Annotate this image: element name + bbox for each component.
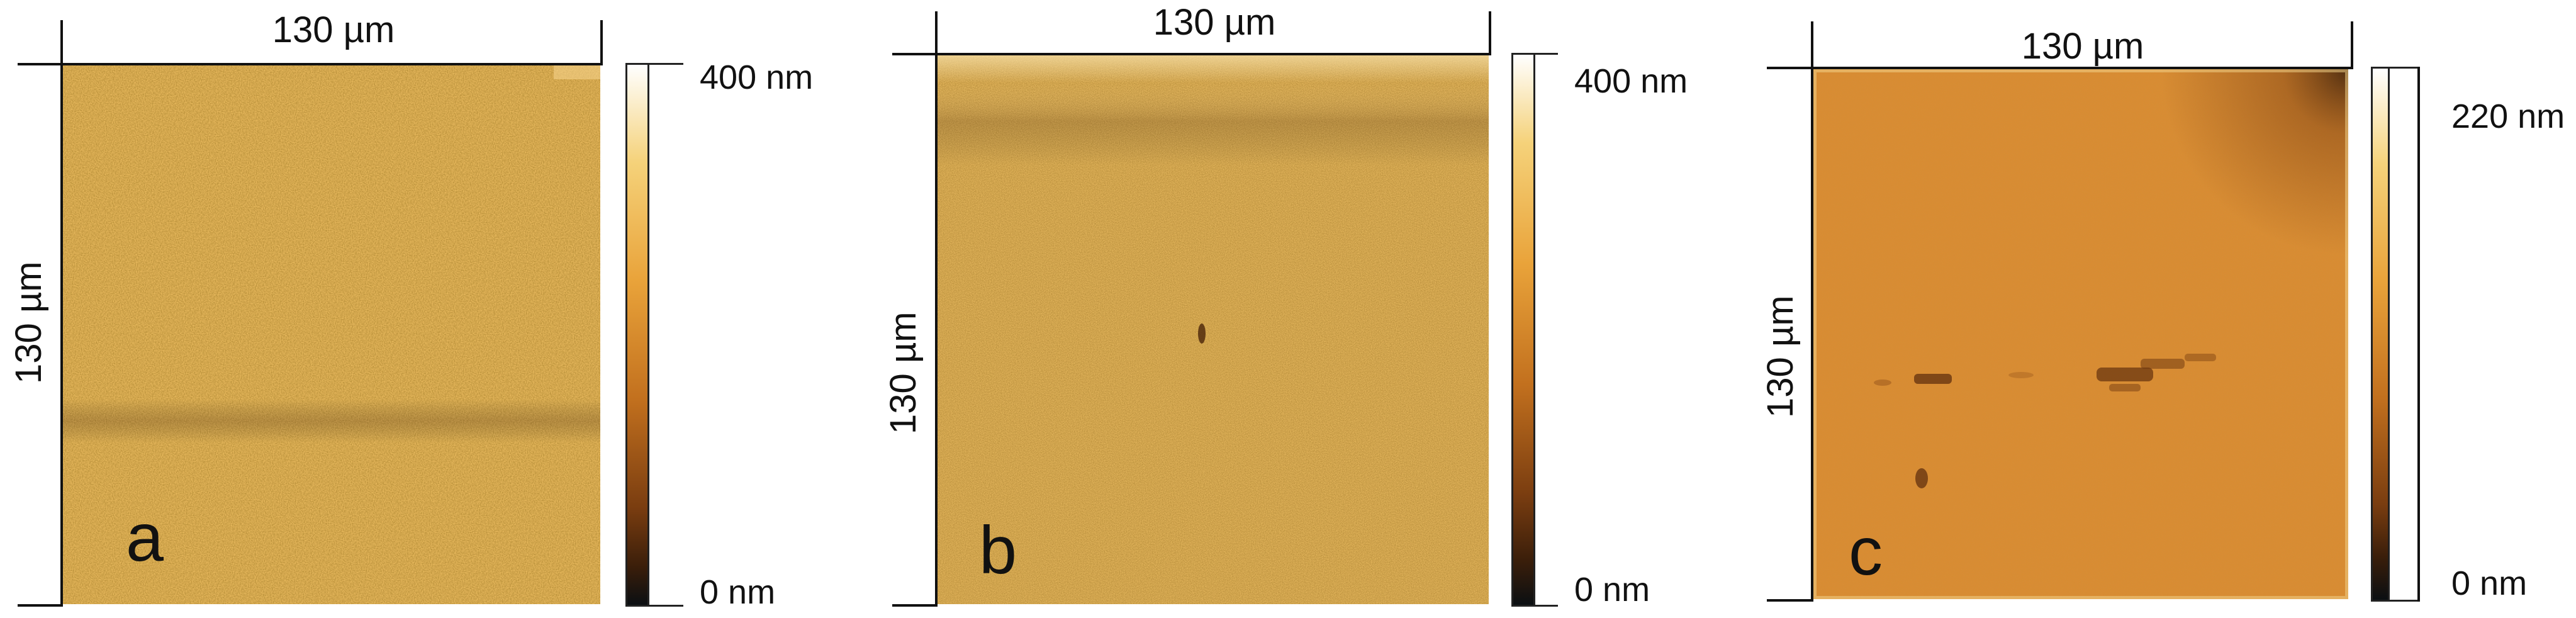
left-scale-top-tick (1767, 67, 1813, 69)
top-scale-left-tick (935, 11, 938, 55)
width-label: 130 µm (272, 9, 395, 50)
colorbar-right-bracket (2417, 67, 2420, 602)
top-scale-left-tick (1811, 21, 1813, 69)
left-scale-line (1811, 67, 1813, 602)
height-colorbar (2371, 67, 2390, 602)
height-label: 130 µm (8, 261, 49, 384)
panel-letter: a (126, 499, 164, 575)
colorbar-top-tick (1535, 53, 1558, 55)
height-colorbar (625, 63, 649, 607)
top-scale-right-tick (600, 20, 603, 65)
panel-a: 130 µm 130 µm a 400 nm 0 nm (0, 0, 843, 618)
width-label: 130 µm (1153, 2, 1276, 43)
top-scale-line (936, 53, 1491, 55)
afm-height-image (1813, 69, 2348, 599)
height-colorbar (1511, 53, 1535, 607)
left-scale-bottom-tick (892, 604, 938, 607)
left-scale-top-tick (18, 63, 63, 65)
colorbar-min-label: 0 nm (1574, 571, 1650, 609)
top-scale-line (62, 63, 602, 65)
panel-letter: b (979, 512, 1017, 588)
top-scale-left-tick (60, 20, 63, 65)
colorbar-min-label: 0 nm (700, 573, 776, 611)
colorbar-bottom-tick (649, 605, 683, 607)
panel-letter: c (1849, 513, 1883, 589)
left-scale-bottom-tick (1767, 599, 1813, 602)
height-label: 130 µm (1760, 295, 1801, 418)
afm-height-image (63, 65, 600, 604)
colorbar-top-tick (649, 63, 683, 65)
width-label: 130 µm (2021, 26, 2144, 67)
colorbar-max-label: 400 nm (1574, 62, 1688, 100)
panel-c: 130 µm 130 µm c (1749, 0, 2576, 618)
colorbar-max-label: 220 nm (2451, 98, 2565, 135)
colorbar-bottom-tick (1535, 605, 1558, 607)
left-scale-line (60, 63, 63, 607)
left-scale-top-tick (892, 53, 938, 55)
left-scale-line (935, 53, 938, 607)
top-scale-line (1812, 67, 2352, 69)
left-scale-bottom-tick (18, 604, 63, 607)
panel-b: 130 µm 130 µm b 400 nm 0 nm (868, 0, 1724, 618)
colorbar-min-label: 0 nm (2451, 565, 2528, 602)
top-scale-right-tick (1489, 11, 1491, 55)
colorbar-bottom-tick (2390, 600, 2419, 602)
colorbar-max-label: 400 nm (700, 59, 814, 96)
height-label: 130 µm (883, 312, 924, 434)
colorbar-top-tick (2390, 67, 2419, 69)
afm-height-image (938, 55, 1489, 604)
top-scale-right-tick (2351, 21, 2353, 69)
